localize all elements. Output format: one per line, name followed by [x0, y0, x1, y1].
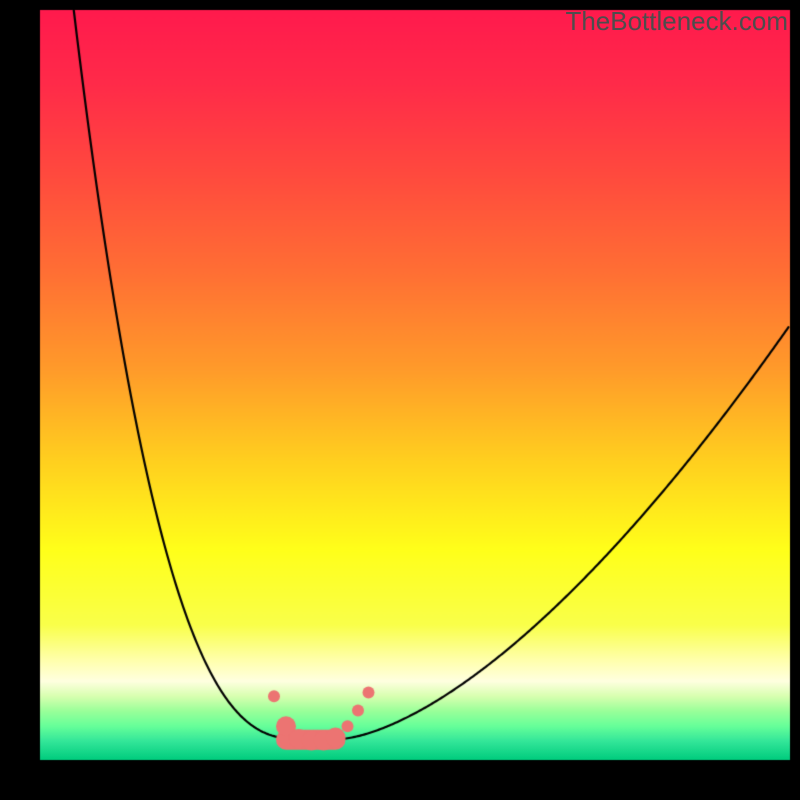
chart-container: TheBottleneck.com	[0, 0, 800, 800]
bottleneck-curve-plot	[0, 0, 800, 800]
watermark-text: TheBottleneck.com	[565, 6, 788, 37]
